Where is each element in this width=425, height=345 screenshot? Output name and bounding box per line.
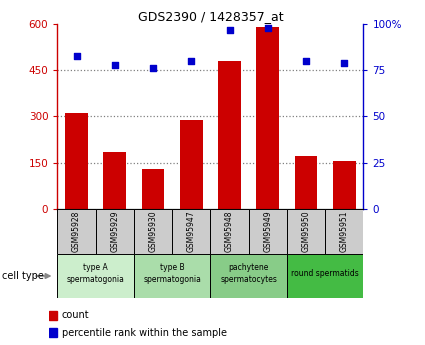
Bar [103, 152, 126, 209]
Bar [210, 209, 249, 254]
Text: GSM95928: GSM95928 [72, 210, 81, 252]
Text: count: count [62, 310, 89, 320]
Bar [256, 27, 279, 209]
Point [264, 25, 271, 31]
Bar [96, 209, 134, 254]
Bar [57, 209, 96, 254]
Text: GSM95929: GSM95929 [110, 210, 119, 252]
Title: GDS2390 / 1428357_at: GDS2390 / 1428357_at [138, 10, 283, 23]
Text: pachytene
spermatocytes: pachytene spermatocytes [220, 263, 277, 284]
Bar [295, 156, 317, 209]
Bar [49, 328, 57, 337]
Text: GSM95951: GSM95951 [340, 210, 349, 252]
Bar [210, 254, 287, 298]
Point [341, 60, 348, 66]
Bar [134, 254, 210, 298]
Text: GSM95949: GSM95949 [263, 210, 272, 252]
Text: round spermatids: round spermatids [291, 269, 359, 278]
Bar [218, 61, 241, 209]
Point [226, 27, 233, 32]
Bar [180, 119, 203, 209]
Text: type B
spermatogonia: type B spermatogonia [143, 263, 201, 284]
Bar [57, 254, 134, 298]
Point [150, 66, 156, 71]
Point [111, 62, 118, 68]
Text: cell type: cell type [2, 271, 44, 281]
Text: percentile rank within the sample: percentile rank within the sample [62, 328, 227, 337]
Text: GSM95948: GSM95948 [225, 210, 234, 252]
Bar [142, 169, 164, 209]
Bar [249, 209, 287, 254]
Bar [325, 209, 363, 254]
Text: GSM95930: GSM95930 [148, 210, 158, 252]
Text: GSM95947: GSM95947 [187, 210, 196, 252]
Text: GSM95950: GSM95950 [301, 210, 311, 252]
Bar [172, 209, 210, 254]
Bar [287, 254, 363, 298]
Point [188, 58, 195, 64]
Bar [333, 161, 356, 209]
Bar [287, 209, 325, 254]
Bar [65, 114, 88, 209]
Bar [134, 209, 172, 254]
Point [303, 58, 309, 64]
Bar [49, 310, 57, 320]
Text: type A
spermatogonia: type A spermatogonia [67, 263, 125, 284]
Point [73, 53, 80, 58]
